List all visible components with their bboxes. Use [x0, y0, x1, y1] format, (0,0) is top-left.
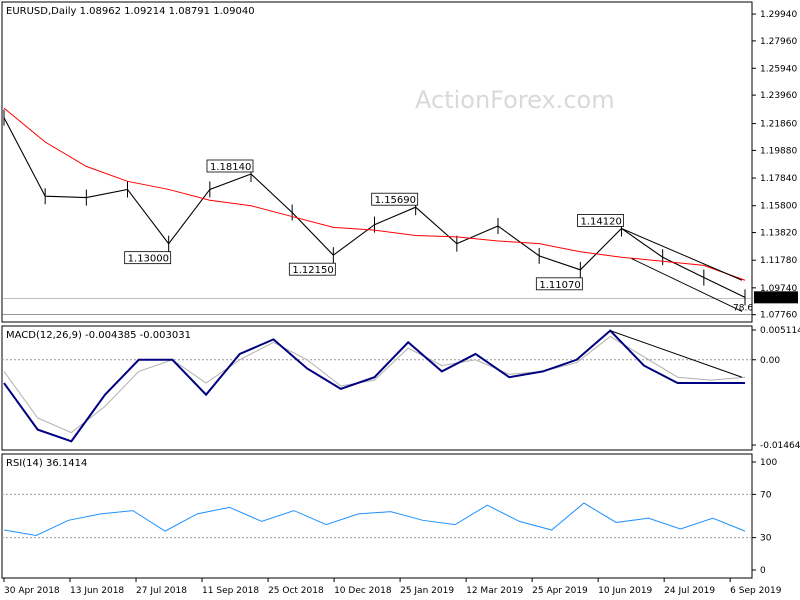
annotation-label: 1.15690: [375, 195, 416, 206]
macd-tick-label: -0.014647: [760, 441, 800, 451]
price-tick-label: 1.29940: [760, 10, 797, 20]
rsi-tick-label: 100: [760, 458, 777, 468]
rsi-tick-label: 30: [760, 534, 772, 544]
watermark: ActionForex.com: [415, 86, 615, 114]
channel-lower-line: [631, 258, 743, 312]
annotation-box: [371, 192, 419, 206]
x-tick-label: 12 Mar 2019: [466, 586, 523, 596]
annotation-label: 1.13000: [128, 254, 169, 265]
annotation-label: 1.11070: [539, 280, 580, 291]
price-y-axis: 1.29940 1.27960 1.25940 1.23960 1.21860 1.198…: [2, 10, 797, 321]
rsi-label: RSI(14) 36.1414: [6, 458, 87, 469]
annotation-box: [577, 214, 624, 227]
x-tick-label: 27 Jul 2018: [136, 586, 187, 596]
x-axis: 30 Apr 2018 13 Jun 2018 27 Jul 2018 11 Sep …: [3, 578, 782, 596]
annotation-box: [124, 251, 172, 265]
x-tick-label: 25 Apr 2019: [532, 586, 588, 596]
annotation-label: 1.12150: [292, 265, 333, 276]
price-tick-label: 1.27960: [760, 37, 797, 47]
rsi-tick-label: 0: [760, 566, 766, 576]
rsi-y-axis: 100 70 30 0: [2, 458, 777, 576]
macd-label: MACD(12,26,9) -0.004385 -0.003031: [6, 330, 191, 341]
macd-panel: MACD(12,26,9) -0.004385 -0.003031 0.0051…: [1, 325, 800, 451]
price-tick-label: 1.21860: [760, 120, 797, 130]
macd-lines: [3, 329, 746, 443]
price-header: EURUSD,Daily 1.08962 1.09214 1.08791 1.0…: [6, 6, 255, 17]
fib-label: 78.6: [733, 304, 753, 314]
price-close-line: [3, 117, 746, 298]
price-tick-label: 1.11780: [760, 256, 797, 266]
current-price-label: 1.09040: [757, 293, 794, 303]
x-tick-label: 24 Jul 2019: [664, 586, 715, 596]
macd-main-line: [3, 329, 745, 443]
macd-tick-label: 0.005114: [760, 326, 800, 336]
rsi-panel: RSI(14) 36.1414 100 70 30 0: [1, 453, 777, 579]
annotation-box: [206, 159, 254, 173]
x-tick-label: 30 Apr 2018: [4, 586, 60, 596]
price-annotations: 1.18140 1.13000 1.15690 1.12150 1.14120 1.110…: [124, 159, 624, 291]
x-tick-label: 6 Sep 2019: [730, 586, 782, 596]
x-tick-label: 10 Jun 2019: [598, 586, 652, 596]
price-tick-label: 1.07760: [760, 311, 797, 321]
annotation-box: [535, 277, 583, 291]
price-tick-label: 1.25940: [760, 64, 797, 74]
channel-upper-line: [621, 228, 743, 281]
price-tick-label: 1.19880: [760, 146, 797, 156]
current-price-marker: 1.09040: [754, 291, 798, 304]
price-panel: ActionForex.com EURUSD,Daily 1.08962 1.0…: [1, 1, 798, 323]
price-tick-label: 1.09740: [760, 284, 797, 294]
macd-y-axis: 0.005114 0.00 -0.014647: [2, 326, 800, 451]
price-tick-label: 1.23960: [760, 91, 797, 101]
price-tick-label: 1.17840: [760, 174, 797, 184]
moving-average-line: [3, 107, 746, 281]
macd-tick-label: 0.00: [760, 356, 780, 366]
x-tick-label: 25 Oct 2018: [268, 586, 324, 596]
x-tick-label: 11 Sep 2018: [202, 586, 259, 596]
rsi-line: [3, 502, 746, 536]
annotation-label: 1.18140: [210, 162, 251, 173]
x-tick-label: 10 Dec 2018: [334, 586, 392, 596]
price-lines: [3, 107, 746, 312]
price-tick-label: 1.15800: [760, 202, 797, 212]
x-tick-label: 25 Jan 2019: [400, 586, 454, 596]
x-tick-label: 13 Jun 2018: [70, 586, 124, 596]
current-price-box: [754, 291, 798, 304]
annotation-label: 1.14120: [581, 216, 622, 227]
annotation-box: [288, 262, 336, 276]
macd-trend-line: [610, 330, 743, 378]
rsi-tick-label: 70: [760, 490, 772, 500]
rsi-lines: [3, 502, 746, 536]
price-tick-label: 1.13820: [760, 229, 797, 239]
